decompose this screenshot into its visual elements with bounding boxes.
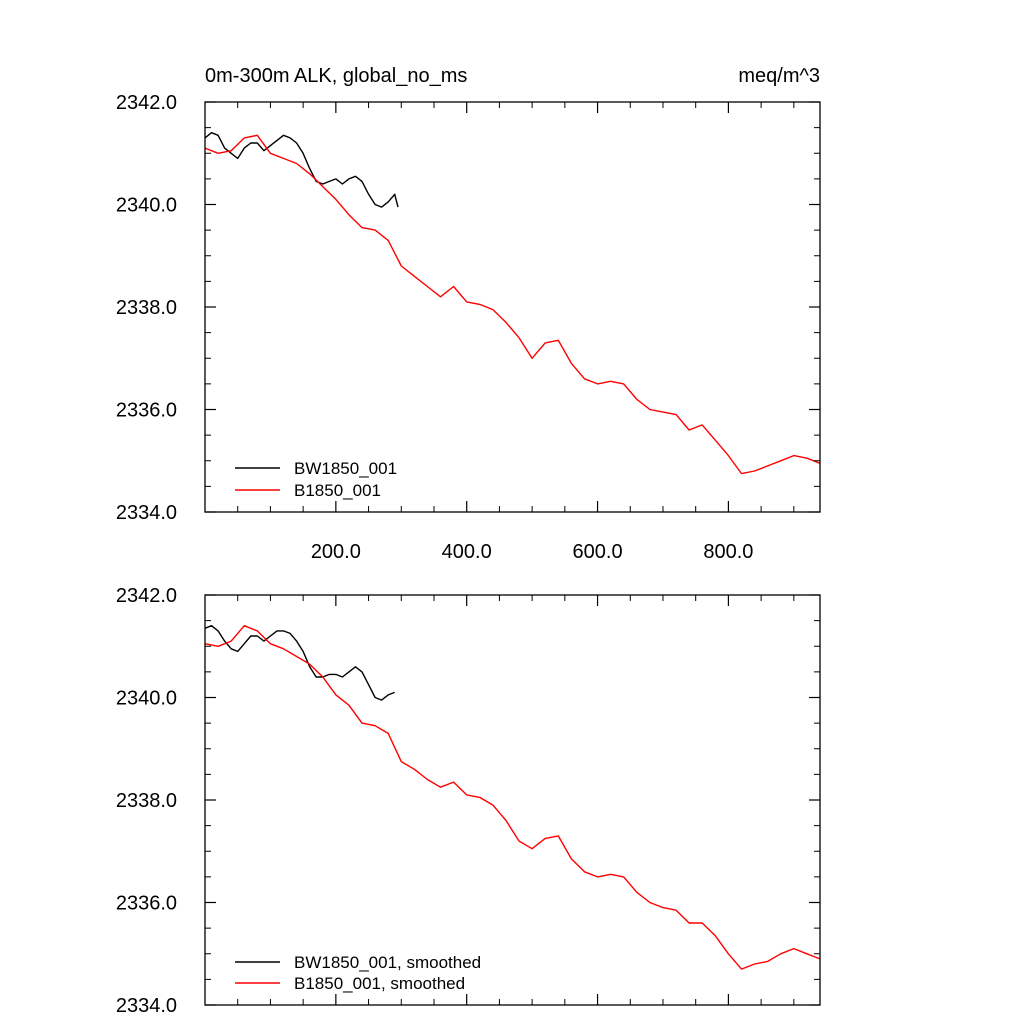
- series-layer: [204, 625, 821, 970]
- x-tick-label: 400.0: [442, 541, 492, 563]
- units-label: meq/m^3: [738, 65, 820, 87]
- x-tick-label: 800.0: [703, 541, 753, 563]
- legend-label-bw1850-smoothed: BW1850_001, smoothed: [294, 953, 481, 972]
- legend-label-b1850: B1850_001: [294, 481, 381, 500]
- y-tick-label: 2340.0: [116, 688, 177, 710]
- series-layer: [204, 131, 821, 475]
- y-tick-label: 2334.0: [116, 502, 177, 524]
- series-line-1: [204, 134, 821, 475]
- bottom-panel: 2334.0 2336.0 2338.0 2340.0 2342.0 BW1850_00…: [116, 585, 821, 1017]
- top-panel: 0m-300m ALK, global_no_ms meq/m^3 200.0 4…: [116, 65, 821, 563]
- ticks-layer: 200.0 400.0 600.0 800.0 2334.0 2336.0 2338.0 23…: [116, 92, 820, 563]
- y-tick-label: 2338.0: [116, 790, 177, 812]
- legend: BW1850_001, smoothed B1850_001, smoothed: [235, 953, 481, 993]
- y-tick-label: 2342.0: [116, 585, 177, 607]
- y-tick-label: 2338.0: [116, 297, 177, 319]
- x-tick-label: 600.0: [573, 541, 623, 563]
- y-tick-label: 2340.0: [116, 195, 177, 217]
- y-tick-label: 2336.0: [116, 400, 177, 422]
- legend-label-bw1850: BW1850_001: [294, 459, 397, 478]
- y-tick-label: 2336.0: [116, 893, 177, 915]
- x-tick-label: 200.0: [311, 541, 361, 563]
- series-line-1: [204, 625, 821, 970]
- legend: BW1850_001 B1850_001: [235, 459, 397, 500]
- panel-title: 0m-300m ALK, global_no_ms: [205, 65, 467, 87]
- ticks-layer: 2334.0 2336.0 2338.0 2340.0 2342.0: [116, 585, 820, 1017]
- series-line-0: [204, 131, 399, 208]
- y-tick-label: 2334.0: [116, 995, 177, 1017]
- legend-label-b1850-smoothed: B1850_001, smoothed: [294, 974, 465, 993]
- series-line-0: [204, 625, 395, 701]
- y-tick-label: 2342.0: [116, 92, 177, 114]
